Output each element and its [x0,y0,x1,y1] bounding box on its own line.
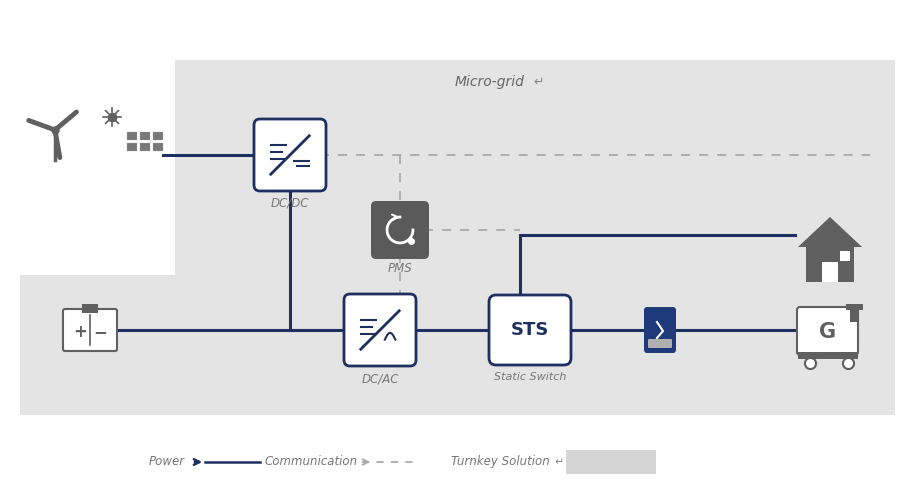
Polygon shape [20,60,894,415]
FancyBboxPatch shape [796,307,857,355]
FancyBboxPatch shape [370,201,428,259]
Text: −: − [93,323,107,341]
Text: Turnkey Solution: Turnkey Solution [450,456,550,468]
Bar [845,304,862,310]
Bar [82,304,98,313]
Bar [849,308,858,322]
Bar [126,142,137,151]
Bar [152,142,163,151]
Text: Communication: Communication [265,456,357,468]
Text: ↵: ↵ [532,76,543,88]
Text: G: G [819,322,835,342]
Bar [126,131,137,140]
Bar [797,352,857,359]
Text: Static Switch: Static Switch [494,372,565,382]
FancyBboxPatch shape [62,309,117,351]
Bar [805,247,853,282]
FancyBboxPatch shape [344,294,415,366]
Bar [839,251,849,261]
Text: DC/AC: DC/AC [361,372,398,385]
Text: STS: STS [510,321,549,339]
Text: Power: Power [149,456,185,468]
Text: PMS: PMS [387,262,412,275]
Bar [565,450,655,474]
Bar [139,131,150,140]
Bar [139,142,150,151]
FancyBboxPatch shape [489,295,571,365]
FancyBboxPatch shape [643,307,675,353]
FancyBboxPatch shape [647,339,671,348]
Text: ↵: ↵ [553,457,562,467]
Text: DC/DC: DC/DC [270,197,309,210]
Text: Micro-grid: Micro-grid [455,75,525,89]
Bar [152,131,163,140]
FancyBboxPatch shape [254,119,325,191]
Polygon shape [797,217,861,247]
Text: +: + [73,323,86,341]
Bar [821,262,837,282]
